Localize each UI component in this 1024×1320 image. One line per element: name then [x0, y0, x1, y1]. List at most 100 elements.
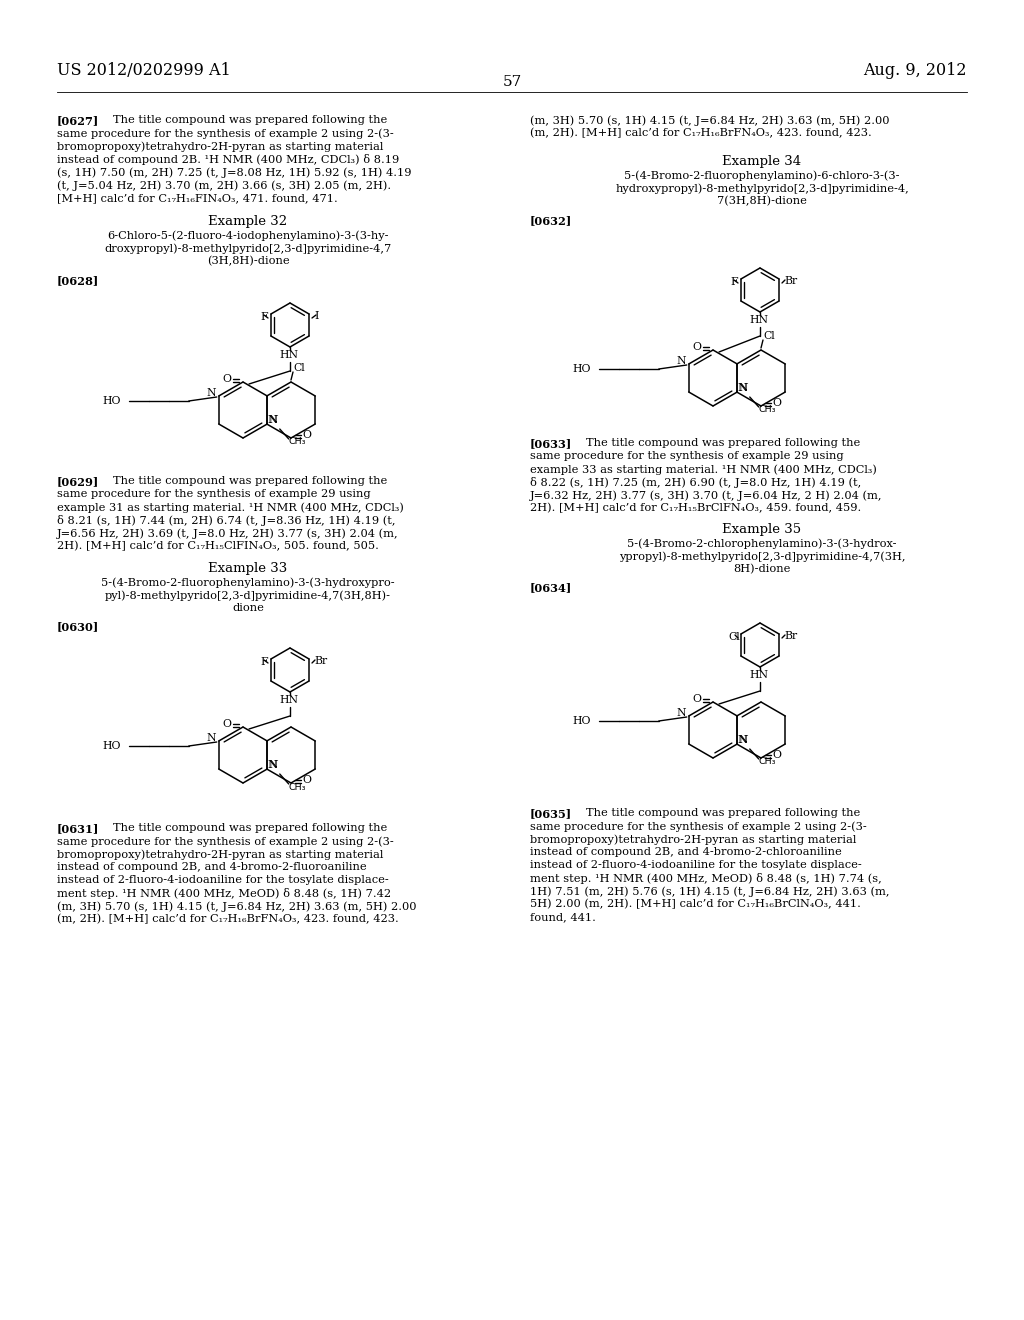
Text: 1H) 7.51 (m, 2H) 5.76 (s, 1H) 4.15 (t, J=6.84 Hz, 2H) 3.63 (m,: 1H) 7.51 (m, 2H) 5.76 (s, 1H) 4.15 (t, J…: [530, 886, 890, 896]
Text: instead of compound 2B, and 4-bromo-2-fluoroaniline: instead of compound 2B, and 4-bromo-2-fl…: [57, 862, 367, 873]
Text: Example 34: Example 34: [723, 154, 802, 168]
Text: same procedure for the synthesis of example 29 using: same procedure for the synthesis of exam…: [57, 488, 371, 499]
Text: Cl: Cl: [763, 331, 775, 341]
Text: J=6.32 Hz, 2H) 3.77 (s, 3H) 3.70 (t, J=6.04 Hz, 2 H) 2.04 (m,: J=6.32 Hz, 2H) 3.77 (s, 3H) 3.70 (t, J=6…: [530, 490, 883, 500]
Text: found, 441.: found, 441.: [530, 912, 596, 921]
Text: (m, 2H). [M+H] calc’d for C₁₇H₁₆BrFN₄O₃, 423. found, 423.: (m, 2H). [M+H] calc’d for C₁₇H₁₆BrFN₄O₃,…: [530, 128, 871, 139]
Text: O: O: [692, 694, 701, 704]
Text: [0633]: [0633]: [530, 438, 572, 449]
Text: droxypropyl)-8-methylpyrido[2,3-d]pyrimidine-4,7: droxypropyl)-8-methylpyrido[2,3-d]pyrimi…: [104, 243, 391, 253]
Text: O: O: [222, 719, 231, 729]
Text: [M+H] calc’d for C₁₇H₁₆FIN₄O₃, 471. found, 471.: [M+H] calc’d for C₁₇H₁₆FIN₄O₃, 471. foun…: [57, 193, 338, 203]
Text: [0628]: [0628]: [57, 275, 99, 286]
Text: 2H). [M+H] calc’d for C₁₇H₁₅ClFIN₄O₃, 505. found, 505.: 2H). [M+H] calc’d for C₁₇H₁₅ClFIN₄O₃, 50…: [57, 541, 379, 552]
Text: HN: HN: [280, 696, 299, 705]
Text: HO: HO: [102, 396, 121, 407]
Text: bromopropoxy)tetrahydro-2H-pyran as starting material: bromopropoxy)tetrahydro-2H-pyran as star…: [57, 849, 383, 859]
Text: 5H) 2.00 (m, 2H). [M+H] calc’d for C₁₇H₁₆BrClN₄O₃, 441.: 5H) 2.00 (m, 2H). [M+H] calc’d for C₁₇H₁…: [530, 899, 861, 909]
Text: example 33 as starting material. ¹H NMR (400 MHz, CDCl₃): example 33 as starting material. ¹H NMR …: [530, 465, 877, 475]
Text: Aug. 9, 2012: Aug. 9, 2012: [863, 62, 967, 79]
Text: N: N: [738, 383, 748, 393]
Text: O: O: [772, 750, 781, 760]
Text: HN: HN: [280, 350, 299, 360]
Text: I: I: [314, 312, 318, 321]
Text: N: N: [206, 388, 216, 399]
Text: dione: dione: [232, 603, 264, 612]
Text: ypropyl)-8-methylpyrido[2,3-d]pyrimidine-4,7(3H,: ypropyl)-8-methylpyrido[2,3-d]pyrimidine…: [618, 550, 905, 561]
Text: The title compound was prepared following the: The title compound was prepared followin…: [113, 115, 387, 125]
Text: hydroxypropyl)-8-methylpyrido[2,3-d]pyrimidine-4,: hydroxypropyl)-8-methylpyrido[2,3-d]pyri…: [615, 183, 909, 194]
Text: (m, 3H) 5.70 (s, 1H) 4.15 (t, J=6.84 Hz, 2H) 3.63 (m, 5H) 2.00: (m, 3H) 5.70 (s, 1H) 4.15 (t, J=6.84 Hz,…: [530, 115, 890, 125]
Text: HN: HN: [750, 315, 768, 325]
Text: Br: Br: [784, 276, 797, 286]
Text: F: F: [260, 312, 267, 322]
Text: (m, 2H). [M+H] calc’d for C₁₇H₁₆BrFN₄O₃, 423. found, 423.: (m, 2H). [M+H] calc’d for C₁₇H₁₆BrFN₄O₃,…: [57, 913, 398, 924]
Text: bromopropoxy)tetrahydro-2H-pyran as starting material: bromopropoxy)tetrahydro-2H-pyran as star…: [57, 141, 383, 152]
Text: CH₃: CH₃: [289, 437, 306, 446]
Text: The title compound was prepared following the: The title compound was prepared followin…: [586, 808, 860, 818]
Text: example 31 as starting material. ¹H NMR (400 MHz, CDCl₃): example 31 as starting material. ¹H NMR …: [57, 502, 403, 512]
Text: The title compound was prepared following the: The title compound was prepared followin…: [113, 477, 387, 486]
Text: CH₃: CH₃: [759, 405, 776, 414]
Text: HO: HO: [102, 741, 121, 751]
Text: N: N: [676, 356, 686, 366]
Text: Br: Br: [784, 631, 797, 642]
Text: J=6.56 Hz, 2H) 3.69 (t, J=8.0 Hz, 2H) 3.77 (s, 3H) 2.04 (m,: J=6.56 Hz, 2H) 3.69 (t, J=8.0 Hz, 2H) 3.…: [57, 528, 398, 539]
Text: Cl: Cl: [293, 363, 305, 374]
Text: (t, J=5.04 Hz, 2H) 3.70 (m, 2H) 3.66 (s, 3H) 2.05 (m, 2H).: (t, J=5.04 Hz, 2H) 3.70 (m, 2H) 3.66 (s,…: [57, 180, 391, 190]
Text: 7(3H,8H)-dione: 7(3H,8H)-dione: [717, 195, 807, 206]
Text: bromopropoxy)tetrahydro-2H-pyran as starting material: bromopropoxy)tetrahydro-2H-pyran as star…: [530, 834, 856, 845]
Text: 57: 57: [503, 75, 521, 88]
Text: (3H,8H)-dione: (3H,8H)-dione: [207, 256, 290, 267]
Text: N: N: [206, 733, 216, 743]
Text: O: O: [302, 430, 311, 440]
Text: instead of compound 2B. ¹H NMR (400 MHz, CDCl₃) δ 8.19: instead of compound 2B. ¹H NMR (400 MHz,…: [57, 154, 399, 165]
Text: N: N: [267, 414, 278, 425]
Text: N: N: [737, 383, 748, 393]
Text: 8H)-dione: 8H)-dione: [733, 564, 791, 574]
Text: same procedure for the synthesis of example 2 using 2-(3-: same procedure for the synthesis of exam…: [530, 821, 866, 832]
Text: (m, 3H) 5.70 (s, 1H) 4.15 (t, J=6.84 Hz, 2H) 3.63 (m, 5H) 2.00: (m, 3H) 5.70 (s, 1H) 4.15 (t, J=6.84 Hz,…: [57, 902, 417, 912]
Text: The title compound was prepared following the: The title compound was prepared followin…: [586, 438, 860, 447]
Text: HO: HO: [572, 364, 591, 374]
Text: 2H). [M+H] calc’d for C₁₇H₁₅BrClFN₄O₃, 459. found, 459.: 2H). [M+H] calc’d for C₁₇H₁₅BrClFN₄O₃, 4…: [530, 503, 861, 513]
Text: N: N: [268, 414, 278, 425]
Text: [0627]: [0627]: [57, 115, 99, 125]
Text: [0632]: [0632]: [530, 215, 572, 226]
Text: (s, 1H) 7.50 (m, 2H) 7.25 (t, J=8.08 Hz, 1H) 5.92 (s, 1H) 4.19: (s, 1H) 7.50 (m, 2H) 7.25 (t, J=8.08 Hz,…: [57, 168, 412, 178]
Text: pyl)-8-methylpyrido[2,3-d]pyrimidine-4,7(3H,8H)-: pyl)-8-methylpyrido[2,3-d]pyrimidine-4,7…: [105, 590, 391, 601]
Text: N: N: [737, 735, 748, 744]
Text: [0629]: [0629]: [57, 477, 99, 487]
Text: N: N: [676, 708, 686, 718]
Text: HO: HO: [572, 715, 591, 726]
Text: US 2012/0202999 A1: US 2012/0202999 A1: [57, 62, 230, 79]
Text: O: O: [692, 342, 701, 352]
Text: same procedure for the synthesis of example 29 using: same procedure for the synthesis of exam…: [530, 451, 844, 461]
Text: N: N: [268, 760, 278, 770]
Text: CH₃: CH₃: [289, 783, 306, 792]
Text: CH₃: CH₃: [759, 758, 776, 767]
Text: O: O: [772, 399, 781, 408]
Text: 6-Chloro-5-(2-fluoro-4-iodophenylamino)-3-(3-hy-: 6-Chloro-5-(2-fluoro-4-iodophenylamino)-…: [108, 230, 389, 240]
Text: HN: HN: [750, 671, 768, 680]
Text: δ 8.22 (s, 1H) 7.25 (m, 2H) 6.90 (t, J=8.0 Hz, 1H) 4.19 (t,: δ 8.22 (s, 1H) 7.25 (m, 2H) 6.90 (t, J=8…: [530, 477, 861, 488]
Text: [0631]: [0631]: [57, 822, 99, 834]
Text: N: N: [738, 735, 748, 744]
Text: F: F: [730, 277, 737, 286]
Text: instead of 2-fluoro-4-iodoaniline for the tosylate displace-: instead of 2-fluoro-4-iodoaniline for th…: [57, 875, 389, 884]
Text: ment step. ¹H NMR (400 MHz, MeOD) δ 8.48 (s, 1H) 7.74 (s,: ment step. ¹H NMR (400 MHz, MeOD) δ 8.48…: [530, 873, 882, 884]
Text: Br: Br: [314, 656, 327, 667]
Text: F: F: [260, 657, 267, 667]
Text: [0634]: [0634]: [530, 582, 572, 593]
Text: Example 32: Example 32: [209, 215, 288, 228]
Text: δ 8.21 (s, 1H) 7.44 (m, 2H) 6.74 (t, J=8.36 Hz, 1H) 4.19 (t,: δ 8.21 (s, 1H) 7.44 (m, 2H) 6.74 (t, J=8…: [57, 515, 395, 525]
Text: instead of compound 2B, and 4-bromo-2-chloroaniline: instead of compound 2B, and 4-bromo-2-ch…: [530, 847, 842, 857]
Text: Example 33: Example 33: [208, 562, 288, 576]
Text: same procedure for the synthesis of example 2 using 2-(3-: same procedure for the synthesis of exam…: [57, 128, 394, 139]
Text: 5-(4-Bromo-2-chlorophenylamino)-3-(3-hydrox-: 5-(4-Bromo-2-chlorophenylamino)-3-(3-hyd…: [628, 539, 897, 549]
Text: [0630]: [0630]: [57, 620, 99, 632]
Text: 5-(4-Bromo-2-fluorophenylamino)-3-(3-hydroxypro-: 5-(4-Bromo-2-fluorophenylamino)-3-(3-hyd…: [101, 577, 395, 587]
Text: Cl: Cl: [728, 632, 739, 642]
Text: 5-(4-Bromo-2-fluorophenylamino)-6-chloro-3-(3-: 5-(4-Bromo-2-fluorophenylamino)-6-chloro…: [625, 170, 900, 181]
Text: O: O: [302, 775, 311, 785]
